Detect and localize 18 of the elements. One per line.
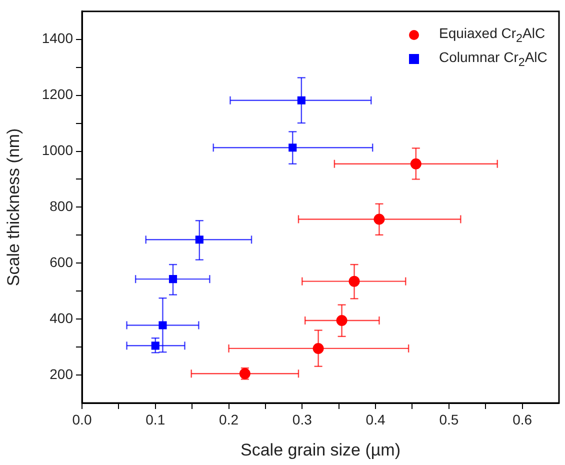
- y-tick-label: 200: [50, 366, 74, 382]
- x-tick-label: 0.6: [512, 411, 532, 428]
- y-tick-label: 1200: [42, 86, 74, 102]
- y-tick-label: 400: [50, 310, 74, 326]
- x-tick-label: 0.1: [146, 411, 166, 428]
- y-axis-title: Scale thickness (nm): [4, 128, 23, 286]
- y-tick-label: 600: [50, 254, 74, 270]
- x-axis-title: Scale grain size (µm): [240, 440, 401, 460]
- legend-label: Equiaxed Cr$_{2}$AlC: [439, 25, 546, 46]
- y-tick-label: 800: [50, 198, 74, 214]
- legend-label: Columnar Cr$_{2}$AlC: [439, 49, 548, 70]
- x-tick-label: 0.0: [72, 411, 92, 428]
- y-tick-label: 1400: [42, 30, 74, 46]
- x-tick-label: 0.4: [366, 411, 386, 428]
- x-tick-label: 0.5: [439, 411, 459, 428]
- y-tick-label: 1000: [42, 142, 74, 158]
- x-tick-label: 0.3: [292, 411, 312, 428]
- x-tick-label: 0.2: [219, 411, 239, 428]
